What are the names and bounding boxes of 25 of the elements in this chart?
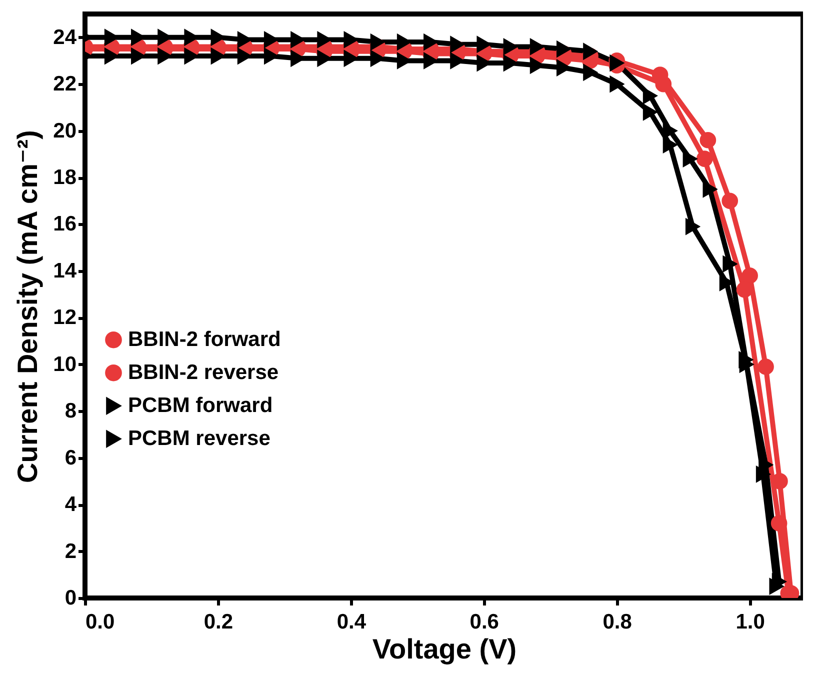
y-tick-label: 10 (53, 352, 76, 376)
x-tick-label: 1.0 (736, 610, 765, 634)
y-tick-label: 2 (64, 540, 76, 563)
legend-label: PCBM reverse (128, 426, 270, 450)
y-tick-label: 22 (53, 72, 76, 96)
y-tick-label: 14 (53, 259, 77, 282)
legend-label: BBIN-2 reverse (128, 360, 279, 384)
x-tick-label: 0.6 (470, 610, 499, 634)
y-tick-label: 20 (53, 119, 76, 142)
y-tick-label: 12 (53, 306, 76, 330)
y-tick-label: 6 (64, 446, 76, 470)
y-tick-label: 18 (53, 166, 77, 190)
y-axis-title: Current Density (mA cm⁻²) (12, 130, 44, 483)
y-tick-label: 16 (53, 212, 76, 236)
x-tick-label: 0.2 (204, 610, 234, 634)
y-tick-label: 8 (64, 400, 77, 423)
x-tick-label: 0.4 (336, 610, 366, 634)
y-tick-label: 0 (64, 586, 76, 610)
x-tick-label: 0.8 (602, 610, 632, 634)
y-tick-label: 4 (64, 493, 77, 516)
legend-label: BBIN-2 forward (128, 328, 281, 351)
legend-label: PCBM forward (128, 394, 273, 417)
x-axis-title: Voltage (V) (372, 634, 517, 664)
x-tick-label: 0.0 (86, 610, 115, 634)
y-tick-label: 24 (53, 26, 77, 49)
